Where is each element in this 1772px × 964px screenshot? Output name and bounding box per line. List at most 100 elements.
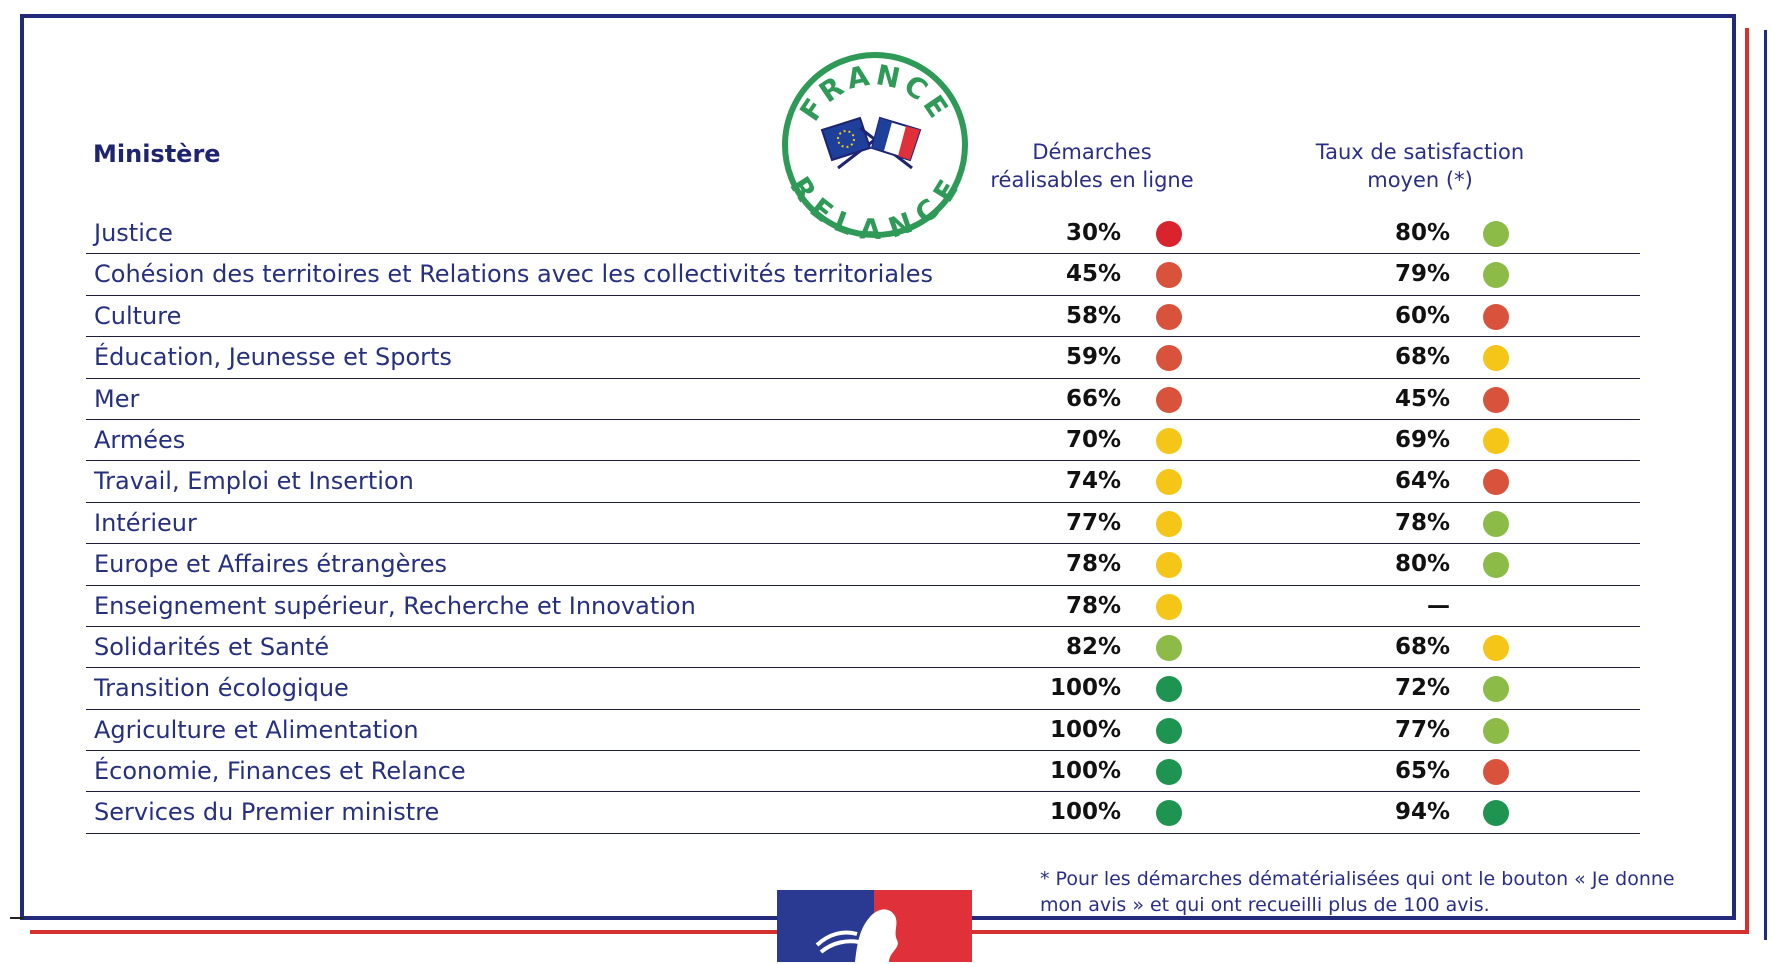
demarches-value: 70% [1065,426,1121,453]
satisfaction-status-dot [1483,427,1509,454]
table-row: Mer 66% 45% [86,379,1640,420]
satisfaction-status-dot [1483,717,1509,744]
footnote-line2: mon avis » et qui ont recueilli plus de … [1040,894,1490,916]
ministere-name: Armées [94,425,186,454]
ministere-name: Cohésion des territoires et Relations av… [94,260,933,289]
satisfaction-value: 60% [1394,302,1450,329]
table-row: Culture 58% 60% [86,296,1640,338]
demarches-status-dot [1156,759,1182,786]
demarches-value: 74% [1065,468,1121,495]
table-row: Agriculture et Alimentation 100% 77% [86,710,1640,752]
demarches-status-dot [1156,469,1182,496]
marianne-flow-icon [815,930,860,954]
demarches-status-dot [1156,552,1182,579]
table-row: Cohésion des territoires et Relations av… [86,254,1640,296]
demarches-value: 100% [1049,716,1121,743]
satisfaction-status-dot [1483,759,1509,786]
satisfaction-value: 78% [1394,509,1450,536]
demarches-status-dot [1156,303,1182,330]
satisfaction-value: 94% [1394,799,1450,826]
footnote: * Pour les démarches dématérialisées qui… [1040,866,1730,918]
ministere-name: Enseignement supérieur, Recherche et Inn… [94,591,696,620]
ministere-name: Éducation, Jeunesse et Sports [94,343,452,372]
demarches-status-dot [1156,717,1182,744]
header-ministere: Ministère [93,140,221,168]
table-row: Armées 70% 69% [86,420,1640,462]
satisfaction-value: 68% [1394,633,1450,660]
demarches-value: 100% [1049,799,1121,826]
table-row: Solidarités et Santé 82% 68% [86,627,1640,669]
satisfaction-status-dot [1483,469,1509,496]
demarches-status-dot [1156,427,1182,454]
table-row: Europe et Affaires étrangères 78% 80% [86,544,1640,586]
demarches-value: 59% [1065,344,1121,371]
ministere-name: Europe et Affaires étrangères [94,550,447,579]
ministere-name: Transition écologique [94,674,349,703]
satisfaction-value: 64% [1394,468,1450,495]
ministere-name: Services du Premier ministre [94,798,440,827]
header-demarches-line2: réalisables en ligne [990,168,1194,192]
ministere-name: Travail, Emploi et Insertion [94,467,414,496]
demarches-status-dot [1156,386,1182,413]
demarches-status-dot [1156,676,1182,703]
satisfaction-value: 80% [1394,220,1450,246]
ministere-name: Solidarités et Santé [94,632,330,661]
satisfaction-status-dot [1483,800,1509,827]
france-flag-icon [859,116,922,170]
demarches-value: 30% [1065,220,1121,246]
demarches-value: 77% [1065,509,1121,536]
satisfaction-status-dot [1483,634,1509,661]
demarches-value: 100% [1049,675,1121,702]
marianne-profile-icon [855,909,898,962]
satisfaction-status-dot [1483,345,1509,372]
demarches-value: 78% [1065,592,1121,619]
satisfaction-value: 68% [1394,344,1450,371]
satisfaction-status-dot [1483,552,1509,579]
demarches-value: 45% [1065,261,1121,288]
satisfaction-value: — [1427,592,1450,619]
demarches-status-dot [1156,221,1182,247]
demarches-status-dot [1156,262,1182,289]
frame-tick [10,917,24,919]
satisfaction-value: 45% [1394,385,1450,412]
demarches-value: 66% [1065,385,1121,412]
ministere-name: Justice [94,219,173,247]
demarches-status-dot [1156,593,1182,620]
satisfaction-value: 77% [1394,716,1450,743]
satisfaction-status-dot [1483,510,1509,537]
demarches-status-dot [1156,634,1182,661]
ministere-name: Économie, Finances et Relance [94,757,466,786]
satisfaction-status-dot [1483,303,1509,330]
frame-border-red-right [1745,28,1749,932]
table-row: Services du Premier ministre 100% 94% [86,792,1640,834]
satisfaction-status-dot [1483,386,1509,413]
header-satisfaction: Taux de satisfaction moyen (*) [1290,138,1550,194]
table-row: Intérieur 77% 78% [86,503,1640,545]
ministere-name: Intérieur [94,508,197,537]
satisfaction-status-dot [1483,262,1509,289]
demarches-status-dot [1156,510,1182,537]
table-row: Travail, Emploi et Insertion 74% 64% [86,461,1640,503]
header-demarches: Démarches réalisables en ligne [962,138,1222,194]
header-satisfaction-line2: moyen (*) [1367,168,1473,192]
table-row: Éducation, Jeunesse et Sports 59% 68% [86,337,1640,379]
satisfaction-value: 79% [1394,261,1450,288]
ministere-table: Justice 30% 80% Cohésion des territoires et… [86,213,1640,834]
table-row: Transition écologique 100% 72% [86,668,1640,710]
marianne-logo [777,890,972,962]
ministere-name: Agriculture et Alimentation [94,715,419,744]
satisfaction-value: 69% [1394,426,1450,453]
ministere-name: Culture [94,301,182,330]
footnote-line1: * Pour les démarches dématérialisées qui… [1040,868,1675,890]
demarches-value: 82% [1065,633,1121,660]
satisfaction-value: 80% [1394,551,1450,578]
france-relance-logo: FRANCE RELANCE [782,52,968,240]
header-demarches-line1: Démarches [1032,140,1152,164]
frame-border-blue-outer [1764,30,1767,940]
satisfaction-status-dot [1483,221,1509,247]
ministere-name: Mer [94,384,140,413]
demarches-status-dot [1156,345,1182,372]
demarches-status-dot [1156,800,1182,827]
table-row: Économie, Finances et Relance 100% 65% [86,751,1640,793]
satisfaction-value: 65% [1394,758,1450,785]
